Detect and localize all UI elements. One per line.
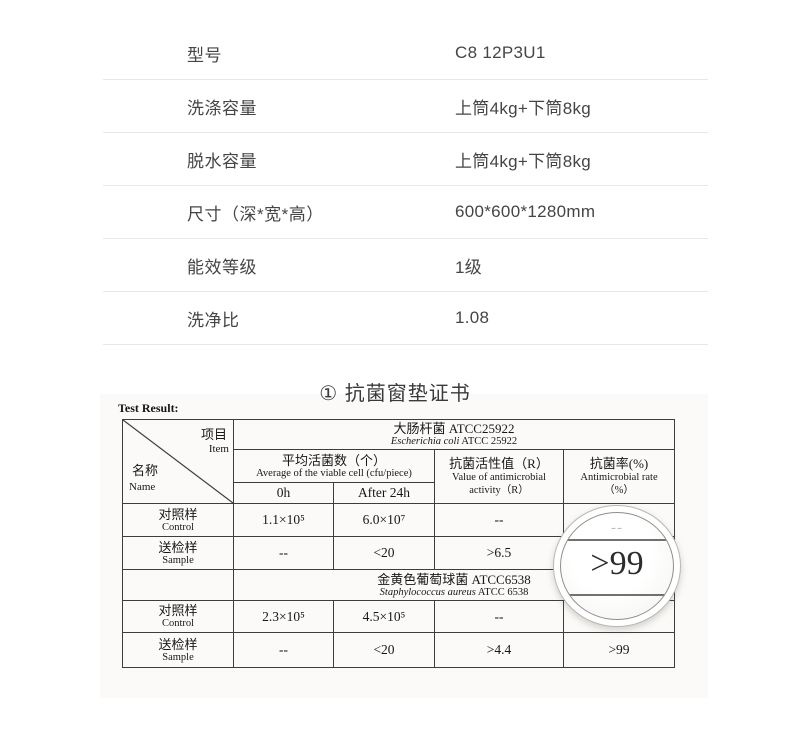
spec-label: 尺寸（深*宽*高） — [187, 204, 324, 224]
spec-row-dimensions: 尺寸（深*宽*高） 600*600*1280mm — [103, 186, 708, 239]
magnifier-circle: -- >99 — [553, 505, 681, 627]
ecoli-sample-24h: <20 — [333, 536, 435, 570]
corner-item-en: Item — [208, 443, 229, 455]
ecoli-control-activity: -- — [434, 503, 564, 537]
avg-cell-header: 平均活菌数（个） Average of the viable cell (cfu… — [233, 449, 435, 483]
sample-label-cn: 送检样 — [158, 636, 198, 652]
staph-species: Staphylococcus aureus — [379, 586, 476, 598]
activity-header-en2: activity（R） — [469, 485, 529, 496]
ecoli-header-cell: 大肠杆菌 ATCC25922 Escherichia coli ATCC 259… — [233, 419, 675, 450]
spec-row-model: 型号 C8 12P3U1 — [103, 27, 708, 80]
spec-label: 洗净比 — [187, 310, 240, 330]
avg-header-en: Average of the viable cell (cfu/piece) — [256, 467, 412, 479]
staph-control-0h: 2.3×10⁵ — [233, 600, 334, 633]
staph-sample-activity: >4.4 — [434, 632, 564, 668]
header-0h: 0h — [233, 482, 334, 504]
staph-sample-rate: >99 — [563, 632, 675, 668]
ecoli-control-label: 对照样 Control — [122, 503, 234, 537]
spec-label: 型号 — [187, 45, 222, 65]
spec-label: 脱水容量 — [187, 151, 257, 171]
spec-label: 能效等级 — [187, 257, 257, 277]
control-label-cn: 对照样 — [158, 603, 198, 618]
activity-header: 抗菌活性值（R） Value of antimicrobial activity… — [434, 449, 564, 504]
spec-label: 洗涤容量 — [187, 98, 257, 118]
control-label-cn: 对照样 — [158, 506, 198, 522]
spec-value: C8 12P3U1 — [455, 43, 546, 62]
magnified-grid-line — [561, 539, 673, 541]
magnifier-lens: -- >99 — [560, 512, 674, 620]
sample-label-en: Sample — [162, 554, 194, 566]
ecoli-control-0h: 1.1×10⁵ — [233, 503, 334, 537]
spec-value: 上筒4kg+下筒8kg — [455, 98, 592, 118]
corner-name-cn: 名称 — [132, 463, 159, 478]
ecoli-sample-0h: -- — [233, 536, 334, 570]
staph-sample-0h: -- — [233, 632, 334, 668]
staph-code: ATCC 6538 — [477, 586, 529, 598]
staph-title-cn: 金黄色葡萄球菌 ATCC6538 — [377, 571, 531, 587]
staph-control-24h: 4.5×10⁵ — [333, 600, 435, 633]
ecoli-sample-label: 送检样 Sample — [122, 536, 234, 570]
activity-header-cn: 抗菌活性值（R） — [449, 456, 549, 471]
corner-name-en: Name — [129, 481, 156, 493]
test-result-label: Test Result: — [118, 401, 179, 415]
spec-row-spin-capacity: 脱水容量 上筒4kg+下筒8kg — [103, 133, 708, 186]
spec-value: 上筒4kg+下筒8kg — [455, 151, 592, 171]
rate-header-cn: 抗菌率(%) — [589, 456, 649, 471]
rate-header: 抗菌率(%) Antimicrobial rate （%） — [563, 449, 675, 504]
header-after24h: After 24h — [333, 482, 435, 504]
ecoli-species: Escherichia coli — [390, 436, 460, 447]
ecoli-title-cn: 大肠杆菌 ATCC25922 — [393, 421, 515, 436]
ecoli-sample-activity: >6.5 — [434, 536, 564, 570]
sample-label-cn: 送检样 — [158, 539, 198, 555]
magnified-grid-line — [561, 594, 673, 596]
spec-table: 型号 C8 12P3U1 洗涤容量 上筒4kg+下筒8kg 脱水容量 上筒4kg… — [103, 27, 708, 345]
ecoli-title-en: Escherichia coli ATCC 25922 — [234, 436, 674, 448]
spec-value: 1级 — [455, 257, 483, 277]
corner-item-cn: 项目 — [200, 427, 227, 442]
staph-empty-cell — [122, 569, 234, 601]
staph-sample-label: 送检样 Sample — [122, 632, 234, 668]
rate-header-en2: （%） — [604, 485, 634, 496]
staph-sample-24h: <20 — [333, 632, 435, 668]
diagonal-line — [123, 420, 233, 503]
spec-value: 600*600*1280mm — [455, 202, 596, 221]
staph-title-en: Staphylococcus aureus ATCC 6538 — [234, 587, 674, 599]
certificate-heading: ① 抗菌窗垫证书 — [319, 383, 471, 405]
spec-row-energy-rating: 能效等级 1级 — [103, 239, 708, 292]
control-label-en: Control — [161, 618, 195, 629]
magnifier-faint-value: -- — [611, 520, 623, 536]
ecoli-code: ATCC 25922 — [461, 436, 518, 447]
spec-row-wash-ratio: 洗净比 1.08 — [103, 292, 708, 345]
activity-header-en1: Value of antimicrobial — [452, 472, 546, 483]
rate-header-en1: Antimicrobial rate — [580, 472, 658, 483]
avg-header-cn: 平均活菌数（个） — [281, 452, 386, 468]
ecoli-control-24h: 6.0×10⁷ — [333, 503, 435, 537]
staph-control-label: 对照样 Control — [122, 600, 234, 633]
spec-row-wash-capacity: 洗涤容量 上筒4kg+下筒8kg — [103, 80, 708, 133]
staph-control-activity: -- — [434, 600, 564, 633]
spec-value: 1.08 — [455, 308, 490, 327]
magnified-rate-value: >99 — [590, 545, 644, 582]
corner-header-cell: 项目 Item 名称 Name — [122, 419, 234, 504]
control-label-en: Control — [161, 521, 195, 533]
sample-label-en: Sample — [162, 651, 194, 663]
table-row: 送检样 Sample -- <20 >4.4 >99 — [122, 632, 675, 668]
